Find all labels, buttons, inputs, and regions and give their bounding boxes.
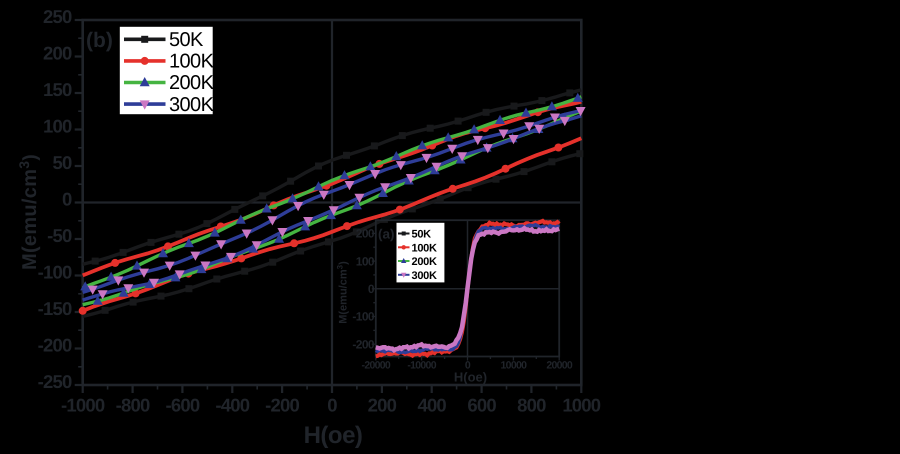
svg-text:(a): (a) [378,227,395,242]
svg-text:-150: -150 [38,298,72,319]
svg-text:400: 400 [417,395,446,416]
svg-text:-10000: -10000 [407,360,436,372]
svg-text:100: 100 [43,116,72,137]
svg-text:-100: -100 [352,310,375,324]
svg-text:-200: -200 [352,337,375,351]
svg-text:-50: -50 [47,225,72,246]
svg-text:-800: -800 [116,395,150,416]
svg-text:M(emu/cm3): M(emu/cm3) [16,154,41,270]
svg-text:M(emu/cm3): M(emu/cm3) [336,261,350,324]
svg-text:300K: 300K [169,94,215,116]
svg-text:-200: -200 [38,335,72,356]
svg-text:H(oe): H(oe) [454,370,487,385]
svg-text:1000: 1000 [562,395,600,416]
svg-text:-400: -400 [215,395,249,416]
svg-text:-20000: -20000 [362,360,391,372]
svg-text:100K: 100K [412,242,437,254]
svg-text:100: 100 [356,254,375,268]
svg-text:10000: 10000 [501,360,528,372]
svg-text:0: 0 [327,395,337,416]
svg-text:0: 0 [368,282,375,296]
svg-text:200K: 200K [412,256,437,268]
svg-text:800: 800 [517,395,546,416]
svg-text:50: 50 [53,152,72,173]
svg-text:H(oe): H(oe) [304,422,363,449]
svg-text:200K: 200K [169,72,215,94]
svg-text:-250: -250 [38,371,72,392]
svg-text:300K: 300K [412,270,437,282]
svg-text:100K: 100K [169,51,215,73]
svg-text:0: 0 [465,360,471,372]
svg-text:200: 200 [356,227,375,241]
svg-text:-1000: -1000 [61,395,105,416]
svg-text:-200: -200 [265,395,299,416]
svg-text:600: 600 [467,395,496,416]
svg-text:200: 200 [43,43,72,64]
svg-text:(b): (b) [86,29,113,52]
svg-text:150: 150 [43,79,72,100]
svg-text:50K: 50K [412,229,432,241]
svg-text:-600: -600 [165,395,199,416]
svg-text:0: 0 [62,189,72,210]
svg-text:50K: 50K [169,29,204,51]
svg-text:20000: 20000 [546,360,573,372]
svg-text:200: 200 [368,395,397,416]
svg-text:250: 250 [43,6,72,27]
svg-text:-100: -100 [38,262,72,283]
